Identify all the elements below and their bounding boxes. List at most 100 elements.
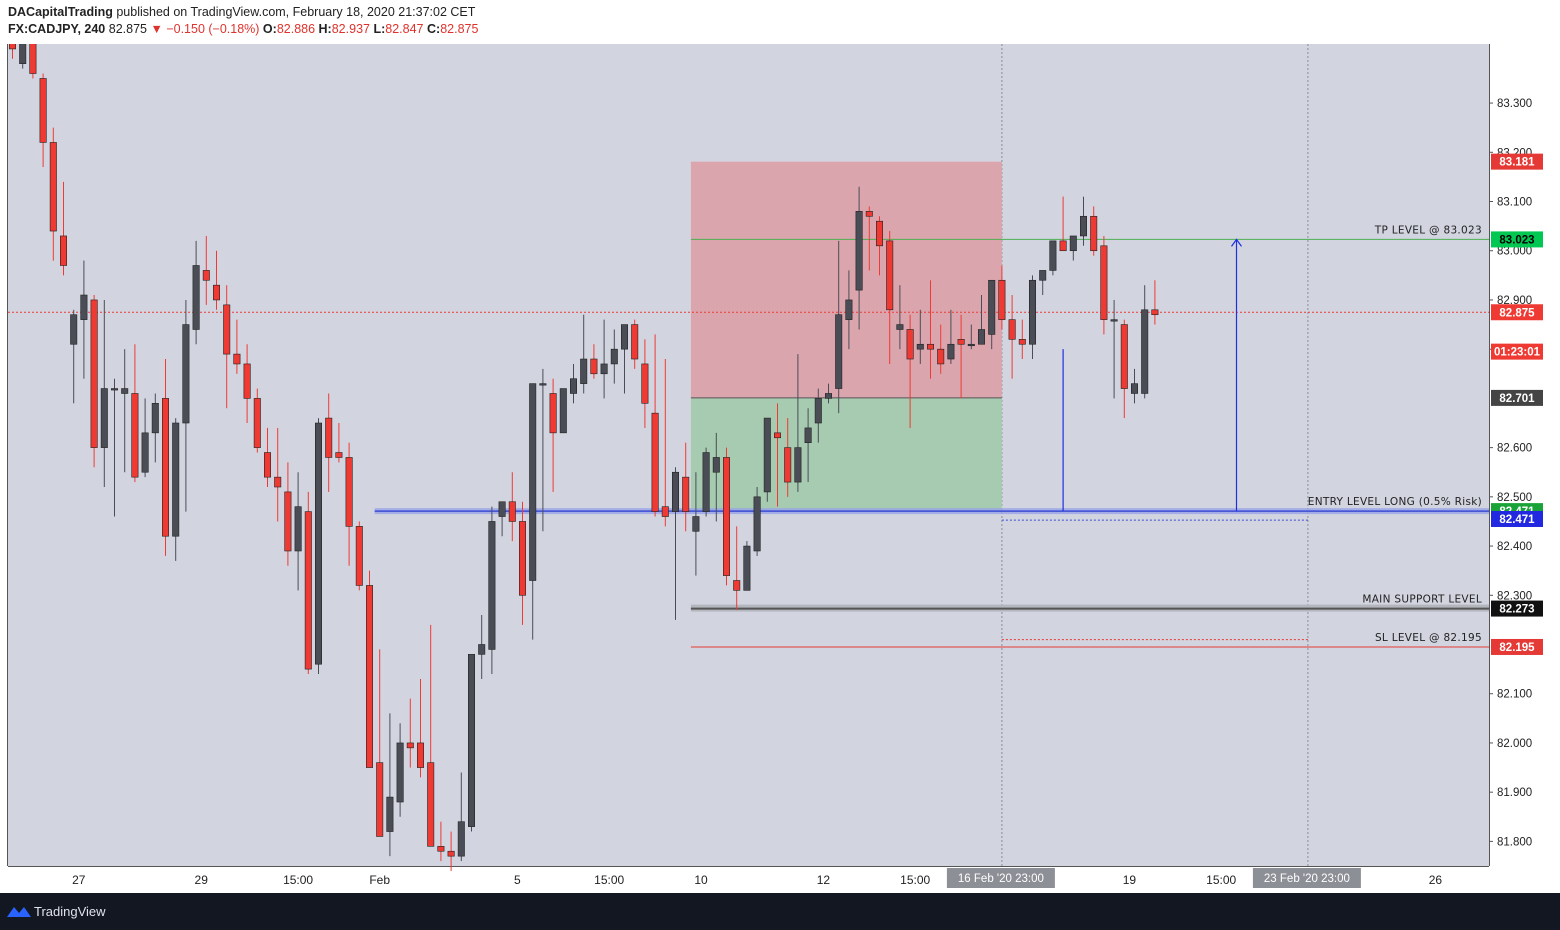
- candle[interactable]: [835, 240, 843, 414]
- candle[interactable]: [794, 354, 802, 492]
- candle[interactable]: [263, 427, 271, 487]
- candle[interactable]: [539, 368, 547, 532]
- candle[interactable]: [406, 698, 414, 768]
- candle[interactable]: [274, 427, 282, 522]
- risk-zone[interactable]: [690, 161, 1002, 398]
- candle[interactable]: [376, 649, 384, 837]
- candle[interactable]: [192, 240, 200, 345]
- candle[interactable]: [202, 235, 210, 305]
- candle[interactable]: [600, 319, 608, 399]
- candle[interactable]: [1029, 275, 1037, 360]
- candle[interactable]: [529, 383, 537, 640]
- candle[interactable]: [518, 501, 526, 625]
- price-axis[interactable]: [1489, 44, 1560, 893]
- candle[interactable]: [29, 44, 37, 79]
- candle[interactable]: [1100, 235, 1108, 335]
- candle[interactable]: [631, 319, 639, 369]
- candle[interactable]: [314, 418, 322, 675]
- candle[interactable]: [865, 206, 873, 271]
- candle[interactable]: [875, 216, 883, 276]
- candle[interactable]: [304, 491, 312, 675]
- candle[interactable]: [1039, 270, 1047, 296]
- candle[interactable]: [1059, 196, 1067, 252]
- candle[interactable]: [59, 181, 67, 276]
- candle[interactable]: [151, 393, 159, 463]
- candle[interactable]: [937, 324, 945, 374]
- candle[interactable]: [641, 339, 649, 428]
- candle[interactable]: [213, 250, 221, 310]
- candle[interactable]: [498, 501, 506, 537]
- candle[interactable]: [294, 472, 302, 591]
- candle[interactable]: [610, 329, 618, 384]
- candle[interactable]: [1080, 196, 1088, 246]
- candle[interactable]: [886, 231, 894, 364]
- candle[interactable]: [1141, 285, 1149, 399]
- candle[interactable]: [590, 344, 598, 379]
- candle[interactable]: [9, 44, 17, 59]
- candle[interactable]: [988, 279, 996, 350]
- candle[interactable]: [743, 541, 751, 591]
- candle[interactable]: [437, 821, 445, 862]
- candle[interactable]: [243, 344, 251, 424]
- candle[interactable]: [559, 388, 567, 434]
- time-axis[interactable]: [8, 866, 1489, 893]
- candle[interactable]: [814, 388, 822, 443]
- candle[interactable]: [284, 462, 292, 566]
- candle[interactable]: [549, 378, 557, 492]
- candle[interactable]: [1008, 295, 1016, 379]
- candle[interactable]: [19, 44, 27, 69]
- candle[interactable]: [733, 526, 741, 611]
- symbol-label[interactable]: FX:CADJPY, 240: [8, 22, 106, 36]
- candle[interactable]: [223, 285, 231, 409]
- candle[interactable]: [671, 467, 679, 620]
- candle[interactable]: [365, 570, 373, 768]
- candle[interactable]: [947, 309, 955, 364]
- candle[interactable]: [722, 447, 730, 586]
- candle[interactable]: [580, 314, 588, 394]
- candle[interactable]: [335, 423, 343, 463]
- candle[interactable]: [478, 614, 486, 679]
- candle[interactable]: [1090, 206, 1098, 256]
- candle[interactable]: [712, 432, 720, 522]
- candle[interactable]: [661, 359, 669, 527]
- candle[interactable]: [916, 309, 924, 364]
- candle[interactable]: [70, 309, 78, 404]
- footer-brand[interactable]: TradingView: [34, 904, 106, 919]
- candle[interactable]: [773, 403, 781, 507]
- reward-zone[interactable]: [690, 397, 1002, 512]
- candle[interactable]: [162, 359, 170, 556]
- candle[interactable]: [508, 472, 516, 542]
- candle[interactable]: [416, 678, 424, 778]
- candle[interactable]: [457, 772, 465, 862]
- candle[interactable]: [488, 506, 496, 675]
- candle[interactable]: [1069, 235, 1077, 261]
- candle[interactable]: [233, 319, 241, 374]
- candle[interactable]: [325, 393, 333, 492]
- candle[interactable]: [620, 324, 628, 394]
- candle[interactable]: [111, 378, 119, 517]
- candle[interactable]: [1110, 299, 1118, 399]
- candle[interactable]: [49, 127, 57, 261]
- candle[interactable]: [569, 363, 577, 404]
- price-chart[interactable]: TP LEVEL @ 83.023 ENTRY LEVEL LONG (0.5% …: [0, 44, 1560, 893]
- tradingview-logo-icon[interactable]: [7, 904, 31, 918]
- candle[interactable]: [804, 408, 812, 483]
- candle[interactable]: [651, 334, 659, 517]
- candle[interactable]: [1131, 368, 1139, 404]
- candle[interactable]: [90, 295, 98, 468]
- candle[interactable]: [784, 418, 792, 497]
- candle[interactable]: [427, 624, 435, 847]
- candle[interactable]: [957, 314, 965, 399]
- candle[interactable]: [80, 260, 88, 379]
- candle[interactable]: [39, 73, 47, 168]
- candle[interactable]: [182, 299, 190, 512]
- candle[interactable]: [855, 186, 863, 330]
- candle[interactable]: [967, 324, 975, 350]
- candle[interactable]: [121, 349, 129, 473]
- candle[interactable]: [845, 270, 853, 350]
- candle[interactable]: [1049, 240, 1057, 276]
- candle[interactable]: [692, 472, 700, 576]
- candle[interactable]: [702, 447, 710, 517]
- candle[interactable]: [172, 418, 180, 561]
- candle[interactable]: [753, 486, 761, 556]
